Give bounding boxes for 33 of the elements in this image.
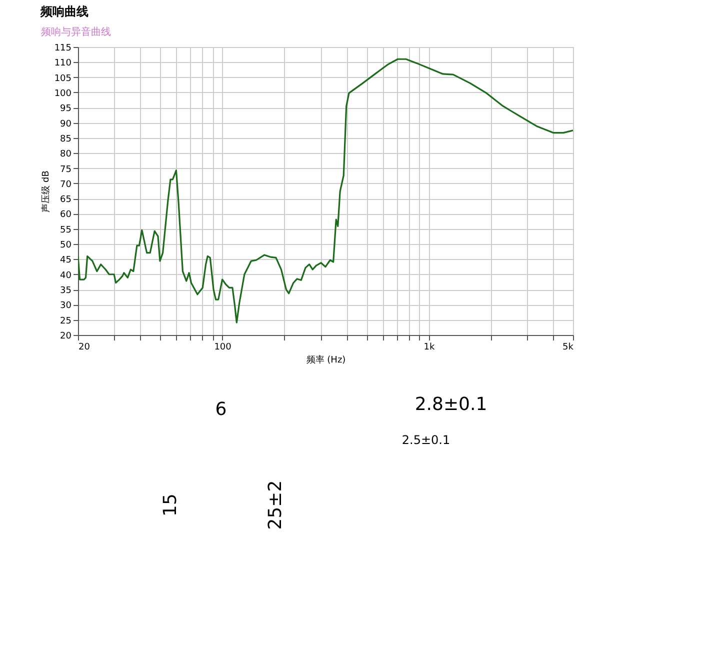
y-tick-label: 40 <box>60 270 72 281</box>
x-tick-label: 20 <box>78 342 90 352</box>
y-tick-label: 85 <box>60 134 72 144</box>
y-tick-label: 80 <box>60 150 72 160</box>
text: 2.5±0.1 <box>402 433 450 447</box>
y-tick-label: 115 <box>54 44 72 54</box>
y-tick-label: 35 <box>60 286 72 296</box>
y-tick-label: 20 <box>60 332 72 342</box>
text: 2.8±0.1 <box>414 394 488 415</box>
text: 15 <box>160 494 181 516</box>
y-tick-label: 65 <box>60 195 72 206</box>
y-tick-label: 90 <box>60 119 72 130</box>
y-tick-label: 60 <box>60 210 72 220</box>
text: 6 <box>215 399 227 420</box>
y-tick-label: 50 <box>60 240 72 251</box>
y-tick-label: 75 <box>60 164 72 175</box>
y-tick-label: 55 <box>60 225 72 236</box>
y-axis-title: 声压级 dB <box>40 170 52 212</box>
y-tick-label: 70 <box>60 180 72 190</box>
y-tick-label: 105 <box>54 74 72 84</box>
y-tick-label: 25 <box>60 316 72 326</box>
y-tick-label: 30 <box>60 301 72 312</box>
y-tick-label: 45 <box>60 256 72 266</box>
y-tick-label: 110 <box>54 58 72 69</box>
x-axis-title: 频率 (Hz) <box>306 354 346 366</box>
x-tick-label: 1k <box>424 342 436 352</box>
x-tick-label: 5k <box>562 342 574 352</box>
chart-subtitle: 频响与异音曲线 <box>40 26 111 38</box>
y-tick-label: 100 <box>54 88 72 99</box>
x-tick-label: 100 <box>214 342 232 352</box>
y-tick-label: 95 <box>60 104 72 114</box>
chart-title: 频响曲线 <box>39 4 88 18</box>
text: 25±2 <box>265 480 286 530</box>
